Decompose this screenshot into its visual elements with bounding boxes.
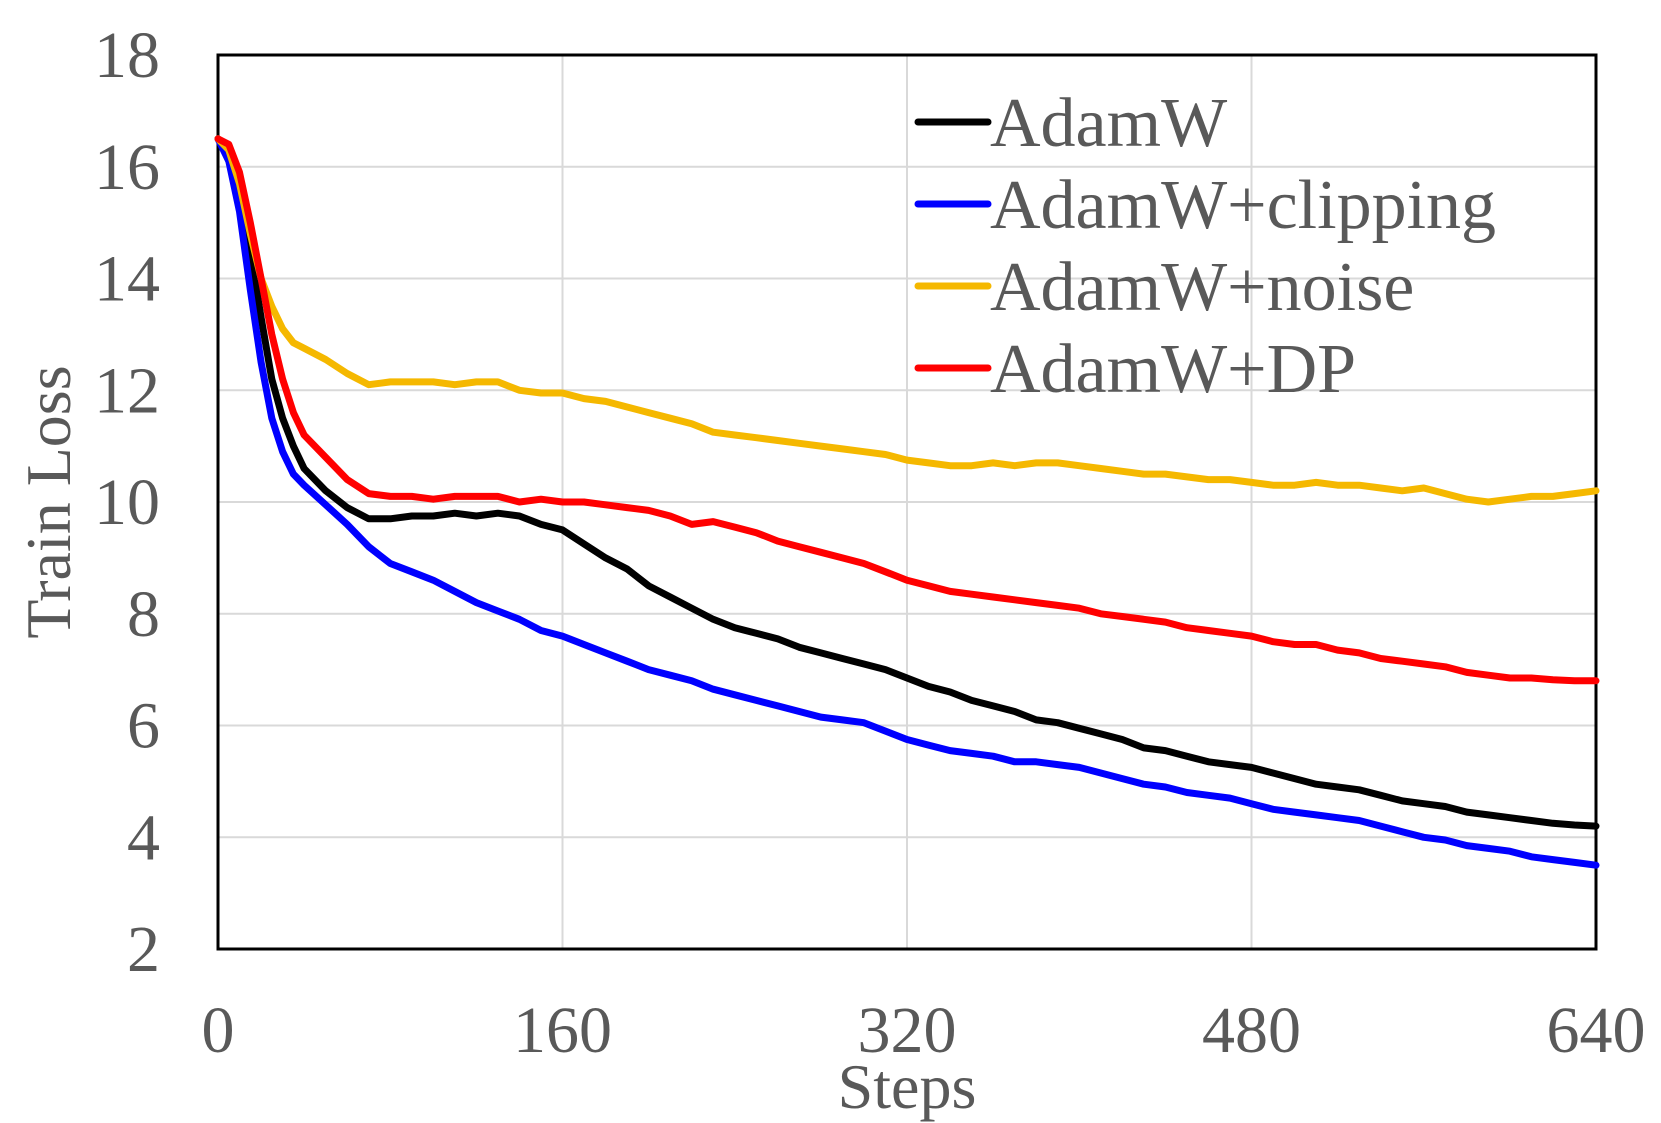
y-tick-label: 10 <box>94 466 160 539</box>
legend-label-adamw-noise: AdamW+noise <box>990 249 1414 326</box>
y-tick-label: 4 <box>127 801 160 874</box>
legend-label-adamw-clipping: AdamW+clipping <box>990 167 1496 244</box>
y-tick-label: 16 <box>94 131 160 204</box>
series-line-adamw-clipping <box>214 135 1600 869</box>
y-tick-label: 12 <box>94 354 160 427</box>
y-tick-label: 6 <box>127 690 160 763</box>
y-tick-label: 2 <box>127 913 160 986</box>
x-tick-label: 480 <box>1202 994 1301 1067</box>
x-axis-ticks: 0 160 320 480 640 <box>202 994 1646 1067</box>
x-tick-label: 320 <box>858 994 957 1067</box>
plot-area-frame <box>216 53 1598 951</box>
x-axis-title: Steps <box>838 1051 977 1122</box>
y-axis-title: Train Loss <box>13 365 84 638</box>
series-line-adamw-dp <box>214 135 1600 685</box>
y-axis-ticks: 2 4 6 8 10 12 14 16 18 <box>94 19 160 986</box>
y-tick-label: 18 <box>94 19 160 92</box>
x-tick-label: 160 <box>513 994 612 1067</box>
x-tick-label: 0 <box>202 994 235 1067</box>
series-lines <box>214 135 1600 869</box>
y-tick-label: 14 <box>94 243 160 316</box>
x-tick-label: 640 <box>1547 994 1646 1067</box>
legend-label-adamw: AdamW <box>990 85 1227 162</box>
legend-label-adamw-dp: AdamW+DP <box>990 331 1356 408</box>
series-line-adamw-noise <box>214 135 1600 506</box>
y-tick-label: 8 <box>127 578 160 651</box>
series-line-adamw <box>214 135 1600 830</box>
